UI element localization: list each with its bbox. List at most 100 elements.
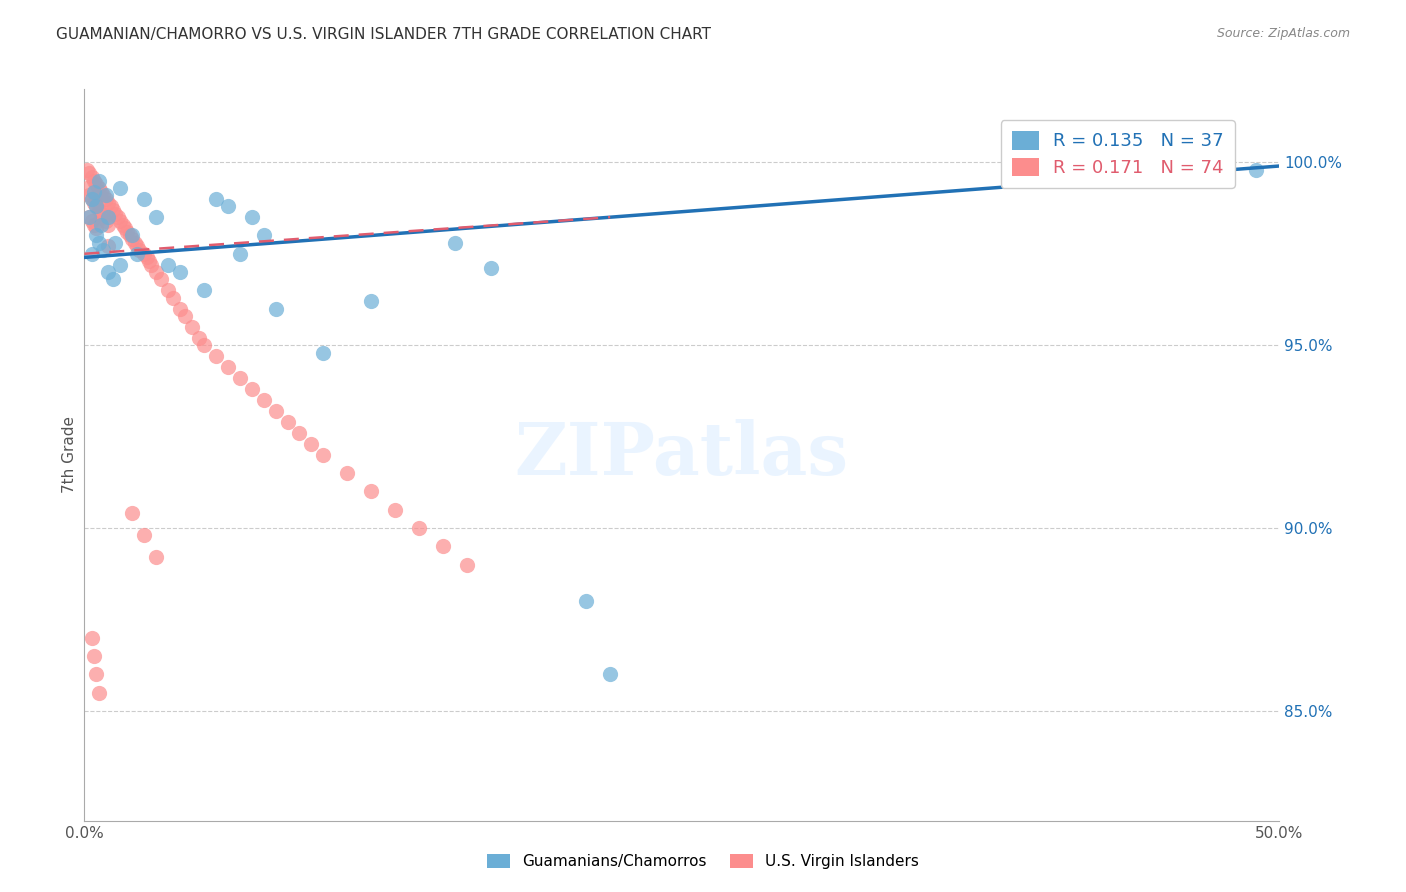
- Point: [80, 192, 103, 206]
- Point: [100, 199, 122, 213]
- Point: [80, 169, 103, 184]
- Point: [193, 283, 215, 297]
- Point: [97, 210, 120, 224]
- Point: [599, 667, 621, 681]
- Point: [132, 192, 156, 206]
- Point: [80, 631, 103, 645]
- Point: [125, 246, 148, 260]
- Point: [240, 210, 263, 224]
- Legend: Guamanians/Chamorros, U.S. Virgin Islanders: Guamanians/Chamorros, U.S. Virgin Island…: [481, 848, 925, 875]
- Point: [384, 502, 406, 516]
- Point: [83, 195, 105, 210]
- Point: [77, 188, 100, 202]
- Point: [86, 199, 108, 213]
- Point: [83, 648, 105, 663]
- Point: [87, 235, 110, 250]
- Point: [93, 210, 115, 224]
- Point: [229, 246, 252, 260]
- Point: [1244, 162, 1267, 177]
- Point: [107, 210, 129, 224]
- Point: [97, 195, 120, 210]
- Point: [277, 415, 299, 429]
- Point: [110, 181, 132, 195]
- Point: [193, 338, 215, 352]
- Text: GUAMANIAN/CHAMORRO VS U.S. VIRGIN ISLANDER 7TH GRADE CORRELATION CHART: GUAMANIAN/CHAMORRO VS U.S. VIRGIN ISLAND…: [56, 27, 711, 42]
- Point: [360, 484, 382, 499]
- Point: [83, 218, 105, 232]
- Point: [336, 466, 359, 480]
- Legend: R = 0.135   N = 37, R = 0.171   N = 74: R = 0.135 N = 37, R = 0.171 N = 74: [1001, 120, 1234, 187]
- Point: [149, 272, 172, 286]
- Point: [90, 185, 112, 199]
- Point: [173, 309, 195, 323]
- Point: [86, 199, 108, 213]
- Point: [87, 173, 110, 187]
- Point: [94, 192, 117, 206]
- Point: [312, 448, 335, 462]
- Point: [80, 192, 103, 206]
- Point: [111, 218, 134, 232]
- Point: [94, 188, 117, 202]
- Point: [121, 228, 143, 243]
- Point: [87, 202, 110, 217]
- Point: [104, 206, 127, 220]
- Point: [97, 218, 120, 232]
- Point: [141, 258, 163, 272]
- Point: [138, 254, 160, 268]
- Point: [301, 437, 323, 451]
- Point: [145, 210, 167, 224]
- Point: [408, 521, 430, 535]
- Point: [135, 251, 157, 265]
- Point: [97, 239, 120, 253]
- Point: [77, 210, 100, 224]
- Point: [253, 392, 276, 407]
- Point: [97, 265, 120, 279]
- Point: [360, 294, 382, 309]
- Point: [575, 594, 598, 608]
- Point: [253, 228, 276, 243]
- Point: [86, 228, 108, 243]
- Point: [86, 221, 108, 235]
- Point: [90, 206, 112, 220]
- Point: [83, 185, 105, 199]
- Point: [118, 228, 141, 243]
- Point: [145, 550, 167, 565]
- Point: [77, 166, 100, 180]
- Point: [264, 404, 287, 418]
- Point: [125, 239, 148, 253]
- Point: [110, 258, 132, 272]
- Point: [121, 507, 143, 521]
- Point: [77, 210, 100, 224]
- Point: [86, 178, 108, 192]
- Point: [80, 214, 103, 228]
- Point: [157, 283, 180, 297]
- Point: [479, 261, 502, 276]
- Point: [90, 218, 112, 232]
- Point: [205, 192, 228, 206]
- Point: [86, 667, 108, 681]
- Point: [128, 243, 150, 257]
- Point: [101, 202, 124, 217]
- Point: [157, 258, 180, 272]
- Text: ZIPatlas: ZIPatlas: [515, 419, 849, 491]
- Point: [162, 291, 184, 305]
- Point: [76, 162, 98, 177]
- Point: [110, 214, 132, 228]
- Point: [205, 349, 228, 363]
- Point: [456, 558, 478, 572]
- Point: [145, 265, 167, 279]
- Point: [80, 246, 103, 260]
- Point: [101, 272, 124, 286]
- Point: [121, 232, 143, 246]
- Y-axis label: 7th Grade: 7th Grade: [62, 417, 77, 493]
- Point: [181, 319, 204, 334]
- Point: [240, 382, 263, 396]
- Point: [229, 371, 252, 385]
- Point: [132, 246, 156, 260]
- Point: [312, 345, 335, 359]
- Point: [83, 173, 105, 187]
- Point: [288, 425, 311, 440]
- Point: [94, 214, 117, 228]
- Point: [104, 235, 127, 250]
- Point: [217, 199, 239, 213]
